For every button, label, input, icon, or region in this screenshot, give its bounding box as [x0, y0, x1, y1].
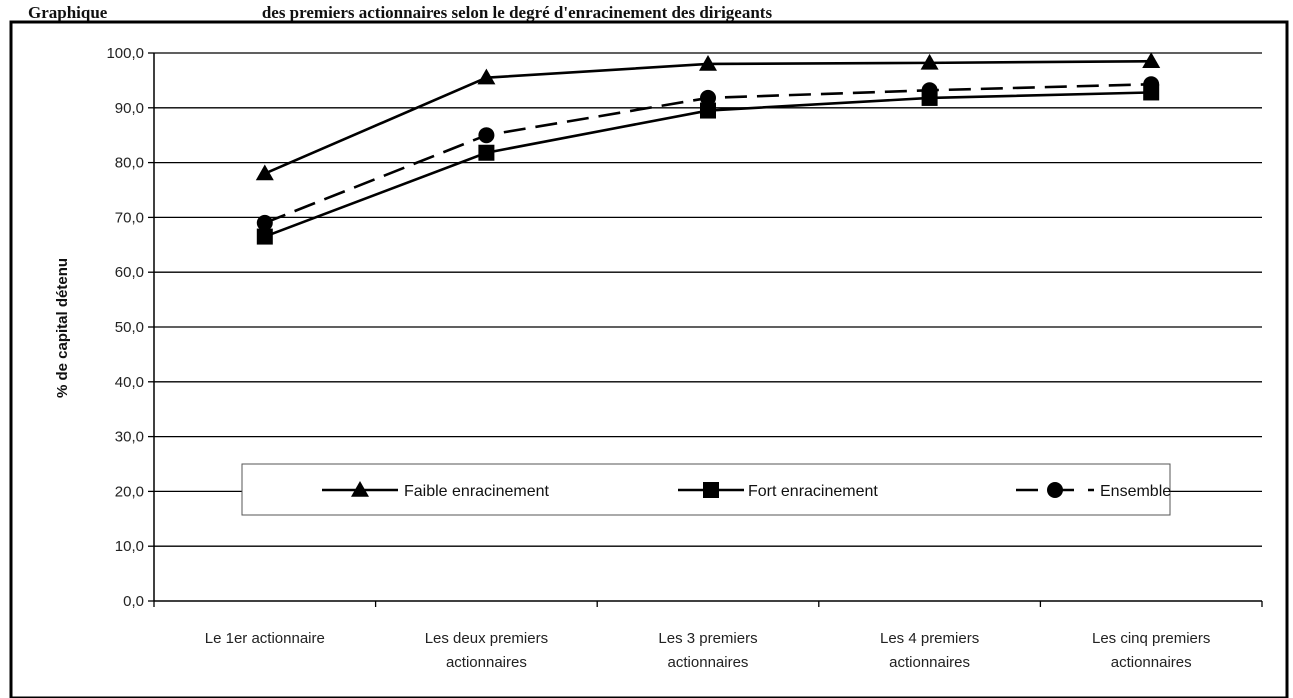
y-tick-label: 30,0	[115, 429, 144, 446]
legend-marker	[1047, 482, 1063, 498]
data-point	[700, 102, 716, 119]
legend-entry: Faible enracinement	[322, 481, 550, 500]
data-point	[478, 127, 495, 144]
x-tick-label: Les cinq premiers actionnaires	[1092, 630, 1210, 671]
x-tick-label: Les deux premiers actionnaires	[425, 630, 548, 671]
y-tick-labels: 0,0 10,0 20,0 30,0 40,0 50,0 60,0 70,0 80,0 90,0 1…	[106, 45, 144, 610]
series-group	[255, 52, 1161, 245]
y-tick-label: 50,0	[115, 319, 144, 336]
legend: Faible enracinement Fort enracinement Ense…	[241, 463, 1171, 516]
data-point	[699, 54, 717, 71]
y-tick-label: 70,0	[115, 209, 144, 226]
chart-frame	[9, 20, 1289, 698]
caption-bold: Graphique	[28, 3, 108, 22]
x-tick-label: Les 3 premiers actionnaires	[658, 630, 757, 671]
legend-label: Fort enracinement	[748, 483, 878, 500]
y-axis-label: % de capital détenu	[54, 258, 71, 398]
data-point	[1143, 76, 1160, 93]
legend-marker	[703, 482, 719, 498]
data-point	[921, 82, 938, 99]
data-point	[920, 53, 939, 70]
y-tick-label: 60,0	[115, 264, 144, 281]
legend-entry: Ensemble	[1016, 482, 1171, 500]
data-point	[1142, 52, 1161, 68]
data-point	[477, 68, 496, 85]
legend-entry: Fort enracinement	[678, 482, 878, 500]
data-point	[256, 228, 273, 245]
x-tick-label: Les 4 premiers actionnaires	[880, 630, 979, 671]
data-point	[478, 144, 495, 161]
y-tick-label: 10,0	[115, 538, 144, 555]
data-point	[255, 164, 274, 181]
y-tick-label: 0,0	[123, 593, 144, 610]
legend-label: Ensemble	[1100, 483, 1171, 500]
y-tick-label: 80,0	[115, 155, 144, 172]
series-ensemble	[256, 76, 1160, 231]
y-tick-label: 100,0	[106, 45, 144, 62]
y-tick-label: 40,0	[115, 374, 144, 391]
legend-marker	[351, 481, 369, 497]
data-point	[256, 214, 273, 231]
x-tick-labels: Le 1er actionnaire Les deux premiers actio…	[205, 630, 1211, 671]
axes	[153, 53, 1263, 607]
legend-label: Faible enracinement	[404, 483, 550, 500]
data-point	[700, 89, 716, 106]
caption-rest: des premiers actionnaires selon le degré…	[262, 3, 773, 22]
x-tick-label: Le 1er actionnaire	[205, 630, 325, 647]
y-tick-label: 90,0	[115, 100, 144, 117]
series-faible-enracinement	[255, 52, 1161, 181]
caption: Graphique des premiers actionnaires selo…	[28, 3, 772, 22]
y-tick-label: 20,0	[115, 483, 144, 500]
